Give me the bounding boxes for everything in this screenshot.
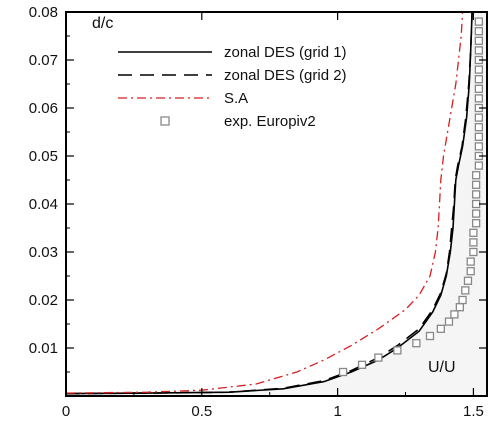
data-point-3-22: [471, 180, 481, 189]
data-point-3-10: [458, 295, 467, 305]
x-tick-label-2: 1: [333, 403, 341, 420]
data-point-3-19: [471, 209, 481, 218]
data-point-3-0: [338, 367, 348, 377]
y-tick-label-4: 0.05: [29, 148, 58, 165]
y-tick-label-7: 0.08: [29, 4, 58, 21]
y-axis-label: d/c: [92, 15, 113, 32]
data-point-3-37: [474, 36, 484, 45]
series-line-1: [65, 11, 473, 395]
legend-marker-3: [160, 116, 170, 126]
data-point-3-32: [474, 84, 484, 93]
data-point-3-18: [471, 219, 481, 228]
data-point-3-14: [466, 257, 475, 266]
y-tick-label-5: 0.06: [29, 100, 58, 117]
data-point-3-39: [474, 17, 484, 26]
y-tick-label-1: 0.02: [29, 292, 58, 309]
data-point-3-6: [436, 324, 445, 333]
x-tick-label-0: 0: [62, 403, 70, 420]
data-point-3-11: [461, 286, 470, 295]
y-tick-label-0: 0.01: [29, 340, 58, 357]
data-point-3-29: [474, 113, 484, 122]
data-point-3-31: [474, 94, 484, 103]
profile-area-fill: [66, 12, 487, 396]
marker-layer: [338, 17, 484, 377]
data-point-3-13: [466, 267, 475, 276]
data-point-3-33: [474, 75, 484, 84]
data-point-3-8: [450, 310, 459, 319]
series-line-2: [65, 11, 464, 394]
legend: zonal DES (grid 1) zonal DES (grid 2) S.A e…: [118, 44, 347, 130]
data-point-3-17: [469, 228, 478, 237]
data-point-3-24: [474, 161, 484, 170]
data-point-3-12: [463, 276, 473, 285]
x-tick-label-1: 0.5: [191, 403, 212, 420]
data-point-3-20: [471, 199, 481, 209]
tick-layer: 0 0.5 1 1.5 0.01 0.02 0.03 0.04 0.05 0.06 0.07 0.08: [29, 4, 487, 420]
data-point-3-3: [393, 346, 402, 355]
data-point-3-34: [474, 65, 484, 74]
data-point-3-21: [471, 190, 481, 199]
legend-label-1: zonal DES (grid 2): [224, 67, 347, 84]
y-tick-label-6: 0.07: [29, 52, 58, 69]
data-point-3-5: [425, 331, 435, 341]
data-point-3-23: [471, 171, 481, 180]
series-layer: [65, 11, 473, 395]
data-point-3-16: [469, 238, 478, 247]
data-point-3-36: [474, 46, 484, 55]
data-point-3-4: [412, 339, 421, 348]
x-axis-label: U/U: [428, 359, 456, 376]
data-point-3-28: [474, 123, 484, 132]
y-tick-label-2: 0.03: [29, 244, 58, 261]
data-point-3-38: [474, 27, 484, 36]
data-point-3-26: [474, 142, 484, 151]
x-tick-label-3: 1.5: [463, 403, 484, 420]
data-point-3-1: [357, 360, 367, 369]
data-point-3-7: [444, 317, 454, 326]
data-point-3-27: [474, 132, 484, 141]
area-fill-layer: [66, 12, 487, 396]
data-point-3-2: [374, 353, 383, 362]
legend-label-2: S.A: [224, 90, 248, 107]
data-point-3-15: [469, 247, 478, 257]
y-tick-label-3: 0.04: [29, 196, 58, 213]
legend-label-0: zonal DES (grid 1): [224, 44, 347, 61]
legend-label-3: exp. Europiv2: [224, 113, 316, 130]
data-point-3-9: [455, 303, 464, 312]
